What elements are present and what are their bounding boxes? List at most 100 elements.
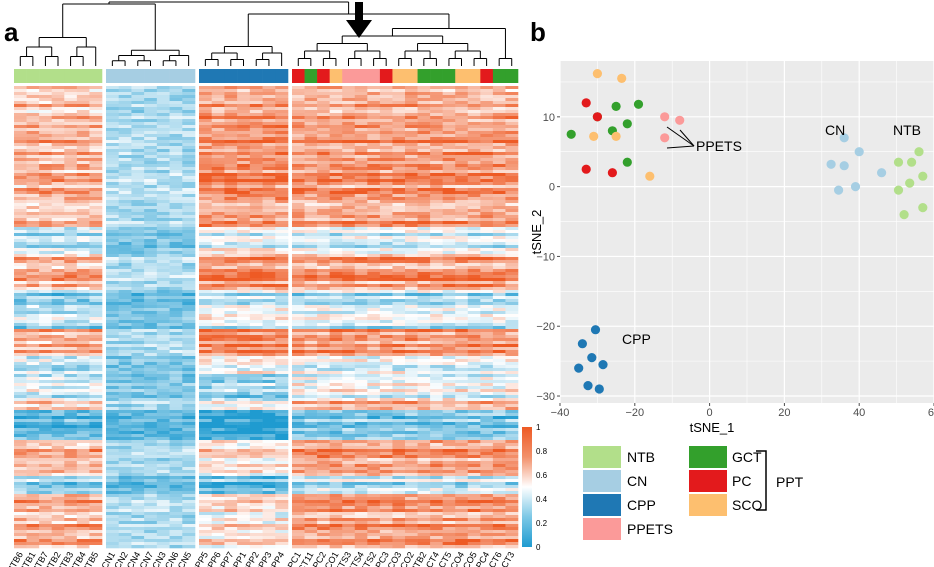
heatmap-cell <box>182 119 196 123</box>
heatmap-cell <box>14 239 27 243</box>
heatmap-cell <box>14 269 27 273</box>
heatmap-cell <box>329 182 343 186</box>
heatmap-cell <box>211 242 225 246</box>
heatmap-cell <box>39 146 53 150</box>
heatmap-cell <box>354 383 368 387</box>
heatmap-cell <box>89 539 103 543</box>
heatmap-cell <box>304 338 318 342</box>
heatmap-cell <box>199 311 213 315</box>
heatmap-cell <box>89 326 103 330</box>
heatmap-cell <box>237 101 251 105</box>
heatmap-cell <box>354 437 368 441</box>
heatmap-cell <box>26 461 40 465</box>
heatmap-cell <box>131 368 145 372</box>
heatmap-cell <box>169 248 183 252</box>
heatmap-cell <box>131 110 145 114</box>
heatmap-cell <box>118 122 132 126</box>
heatmap-cell <box>262 299 276 303</box>
heatmap-cell <box>292 194 305 198</box>
heatmap-cell <box>379 425 393 429</box>
heatmap-cell <box>367 131 381 135</box>
heatmap-cell <box>237 461 251 465</box>
heatmap-cell <box>169 413 183 417</box>
heatmap-cell <box>89 314 103 318</box>
heatmap-cell <box>169 536 183 540</box>
heatmap-cell <box>211 287 225 291</box>
heatmap-cell <box>182 218 196 222</box>
heatmap-cell <box>262 407 276 411</box>
heatmap-cell <box>417 152 431 156</box>
heatmap-cell <box>262 326 276 330</box>
heatmap-cell <box>317 404 330 408</box>
heatmap-cell <box>14 266 27 270</box>
heatmap-cell <box>64 266 78 270</box>
heatmap-cell <box>367 197 381 201</box>
heatmap-cell <box>342 494 356 498</box>
heatmap-cell <box>379 182 393 186</box>
heatmap-cell <box>379 416 393 420</box>
heatmap-cell <box>131 125 145 129</box>
heatmap-cell <box>367 494 381 498</box>
heatmap-cell <box>76 479 90 483</box>
heatmap-cell <box>367 467 381 471</box>
heatmap-cell <box>354 278 368 282</box>
heatmap-cell <box>249 419 263 423</box>
heatmap-cell <box>169 494 183 498</box>
heatmap-cell <box>262 413 276 417</box>
heatmap-cell <box>144 458 158 462</box>
heatmap-cell <box>379 344 393 348</box>
heatmap-cell <box>405 350 418 354</box>
heatmap-cell <box>379 536 393 540</box>
heatmap-cell <box>262 530 276 534</box>
heatmap-cell <box>354 326 368 330</box>
heatmap-cell <box>118 260 132 264</box>
heatmap-cell <box>156 509 170 513</box>
heatmap-cell <box>182 470 196 474</box>
heatmap-cell <box>275 431 289 435</box>
heatmap-cell <box>211 125 225 129</box>
heatmap-cell <box>379 422 393 426</box>
heatmap-cell <box>275 335 289 339</box>
heatmap-cell <box>156 398 170 402</box>
heatmap-cell <box>14 203 27 207</box>
heatmap-cell <box>26 428 40 432</box>
heatmap-cell <box>76 308 90 312</box>
heatmap-cell <box>367 512 381 516</box>
heatmap-cell <box>131 521 145 525</box>
heatmap-cell <box>26 143 40 147</box>
heatmap-cell <box>405 440 418 444</box>
heatmap-cell <box>237 440 251 444</box>
heatmap-cell <box>224 392 238 396</box>
heatmap-cell <box>304 371 318 375</box>
heatmap-cell <box>182 173 196 177</box>
heatmap-cell <box>64 95 78 99</box>
heatmap-cell <box>156 365 170 369</box>
heatmap-cell <box>292 158 305 162</box>
heatmap-cell <box>26 350 40 354</box>
heatmap-cell <box>237 248 251 252</box>
heatmap-cell <box>379 272 393 276</box>
heatmap-cell <box>392 518 406 522</box>
heatmap-cell <box>39 515 53 519</box>
heatmap-cell <box>156 188 170 192</box>
heatmap-cell <box>317 443 330 447</box>
heatmap-cell <box>106 188 120 192</box>
heatmap-cell <box>39 320 53 324</box>
heatmap-cell <box>224 242 238 246</box>
heatmap-cell <box>199 164 213 168</box>
heatmap-cell <box>144 476 158 480</box>
heatmap-cell <box>51 311 65 315</box>
heatmap-cell <box>417 275 431 279</box>
heatmap-cell <box>304 161 318 165</box>
heatmap-cell <box>249 212 263 216</box>
heatmap-cell <box>417 257 431 261</box>
heatmap-cell <box>249 281 263 285</box>
heatmap-cell <box>224 260 238 264</box>
heatmap-cell <box>405 413 418 417</box>
heatmap-cell <box>237 488 251 492</box>
heatmap-cell <box>342 110 356 114</box>
heatmap-cell <box>417 155 431 159</box>
heatmap-cell <box>392 497 406 501</box>
heatmap-cell <box>405 308 418 312</box>
heatmap-cell <box>304 518 318 522</box>
